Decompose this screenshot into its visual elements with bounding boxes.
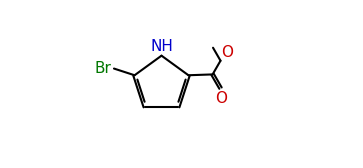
Text: NH: NH xyxy=(150,39,173,54)
Text: Br: Br xyxy=(95,61,111,76)
Text: O: O xyxy=(215,91,227,106)
Text: O: O xyxy=(221,45,233,60)
